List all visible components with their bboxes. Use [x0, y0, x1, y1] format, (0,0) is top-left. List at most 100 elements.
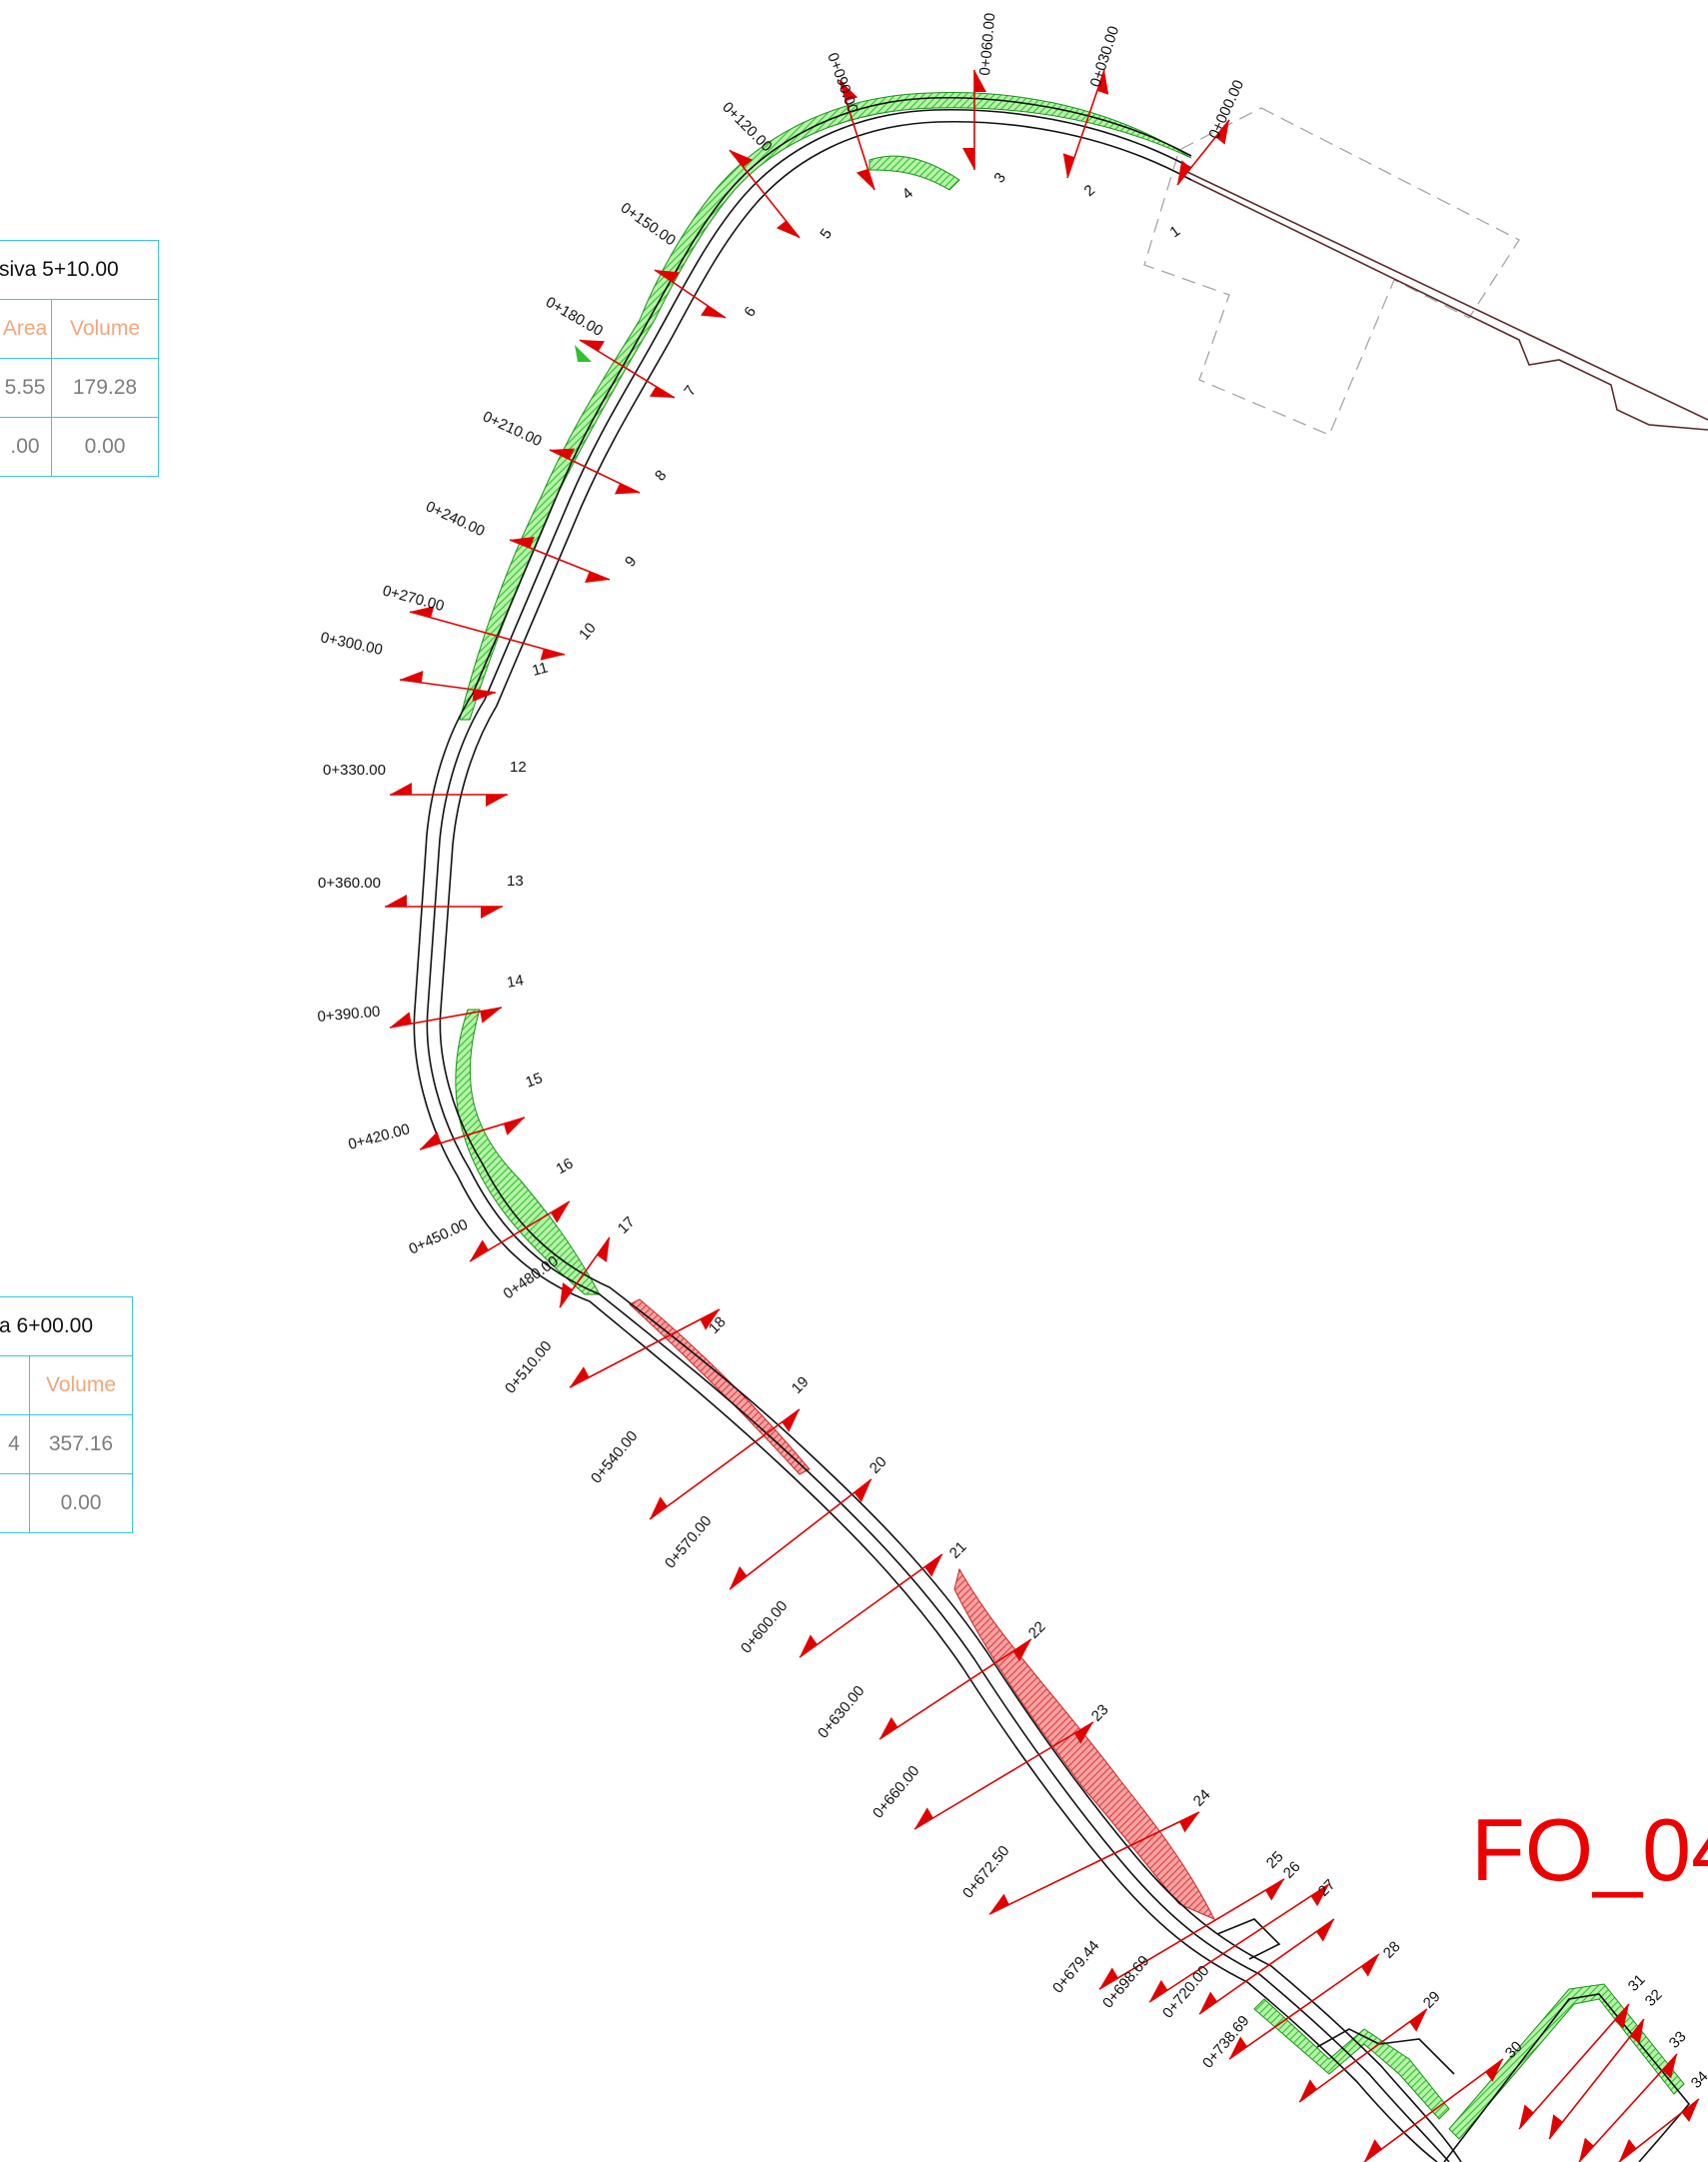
section-arrow — [390, 1012, 412, 1028]
section-arrow — [782, 1409, 800, 1432]
station-label: 0+420.00 — [347, 1120, 412, 1153]
section-arrow — [1149, 1979, 1168, 2002]
section-number: 19 — [789, 1373, 813, 1397]
section-arrow — [472, 690, 496, 702]
section-arrow — [1299, 2079, 1317, 2102]
section-arrow — [730, 150, 754, 168]
road-alignment — [413, 96, 1691, 2162]
section-arrow — [1179, 1812, 1199, 1833]
section-arrow — [962, 148, 974, 170]
section-arrow — [1062, 153, 1075, 178]
section-number: 22 — [1025, 1618, 1049, 1642]
section-arrow — [1096, 70, 1109, 95]
section-number: 4 — [899, 185, 916, 203]
section-arrow — [1519, 2104, 1534, 2129]
section-line — [569, 1308, 721, 1388]
table-header-area — [0, 1355, 30, 1415]
fill-areas — [629, 1298, 1216, 1920]
station-label: 0+600.00 — [738, 1597, 792, 1656]
section-arrow — [1199, 1991, 1217, 2014]
station-label: 0+660.00 — [869, 1762, 923, 1821]
section-line — [1098, 1878, 1285, 1990]
section-arrow — [400, 671, 424, 683]
section-line — [988, 1811, 1200, 1915]
section-line — [1363, 2058, 1504, 2162]
station-label: 0+180.00 — [543, 294, 606, 340]
section-line — [799, 1553, 943, 1658]
station-label: 0+672.50 — [959, 1842, 1013, 1901]
section-arrow — [1681, 2099, 1699, 2123]
station-label: 0+480.00 — [501, 1252, 562, 1302]
section-arrow — [700, 1309, 720, 1330]
section-arrow — [540, 649, 565, 661]
section-arrow — [730, 1566, 748, 1589]
section-arrow — [480, 1008, 502, 1024]
station-label: 0+240.00 — [423, 498, 487, 540]
section-number: 12 — [510, 759, 527, 776]
section-number: 32 — [1642, 1986, 1666, 2010]
section-arrow — [1549, 2114, 1563, 2139]
section-line — [579, 339, 676, 399]
section-arrow — [840, 80, 858, 101]
section-line — [1298, 2008, 1428, 2103]
section-number: 33 — [1666, 2028, 1690, 2052]
station-label: 0+390.00 — [317, 1004, 381, 1026]
volume-table-1: siva 5+10.00 Area Volume 5.55 179.28 .00… — [0, 240, 159, 477]
table-title: a 6+00.00 — [0, 1296, 133, 1356]
section-arrow — [914, 1807, 933, 1829]
table-header-volume: Volume — [51, 299, 159, 359]
section-arrow — [1074, 1722, 1093, 1744]
section-arrow — [655, 270, 680, 283]
section-arrow — [650, 1496, 668, 1519]
section-arrow — [855, 169, 874, 190]
section-arrow — [1662, 2054, 1677, 2079]
station-label: 0+210.00 — [480, 408, 544, 450]
section-arrow — [410, 606, 435, 618]
section-line — [1198, 1918, 1335, 2015]
section-arrow — [570, 1366, 590, 1387]
station-label: 0+679.44 — [1049, 1937, 1103, 1996]
section-number: 11 — [531, 659, 550, 679]
section-arrow — [551, 1201, 570, 1223]
section-arrow — [420, 1131, 442, 1149]
section-number: 24 — [1190, 1786, 1214, 1810]
section-arrow — [1630, 2019, 1644, 2044]
section-arrow — [776, 220, 800, 238]
section-number: 3 — [990, 170, 1009, 187]
section-arrow — [1177, 160, 1191, 185]
section-arrow — [1485, 2059, 1503, 2082]
parcel-outline — [1143, 107, 1520, 436]
station-label: 0+030.00 — [1087, 24, 1123, 89]
section-arrow — [390, 783, 412, 795]
section-line — [839, 79, 875, 191]
section-arrow — [1364, 2139, 1382, 2162]
section-number: 29 — [1420, 1988, 1444, 2012]
table-cell — [0, 1473, 30, 1533]
section-line — [878, 1638, 1032, 1740]
section-number: 5 — [817, 226, 836, 243]
section-number: 9 — [622, 553, 640, 570]
table-cell: 0.00 — [29, 1473, 133, 1533]
section-line — [649, 1408, 801, 1520]
section-arrow — [1614, 2004, 1629, 2029]
table-header-area: Area — [0, 299, 52, 359]
station-label: 0+150.00 — [618, 199, 679, 249]
section-arrow — [580, 340, 606, 352]
station-label: 0+720.00 — [1159, 1962, 1213, 2021]
section-line — [729, 1478, 872, 1590]
section-number: 10 — [576, 620, 600, 644]
section-arrow — [649, 386, 675, 398]
section-line — [1518, 2003, 1630, 2130]
section-number: 16 — [554, 1154, 577, 1177]
table-cell: .00 — [0, 417, 52, 477]
section-arrow — [974, 70, 986, 92]
volume-table-2: a 6+00.00 Volume 4 357.16 0.00 — [0, 1296, 133, 1533]
section-number: 8 — [652, 467, 670, 484]
table-title: siva 5+10.00 — [0, 240, 159, 300]
section-arrow — [1360, 1954, 1379, 1977]
station-label: 0+120.00 — [719, 99, 776, 156]
table-cell: 357.16 — [29, 1414, 133, 1474]
section-number: 13 — [507, 873, 524, 890]
section-number: 34 — [1688, 2068, 1708, 2092]
section-arrow — [1316, 1919, 1334, 1942]
